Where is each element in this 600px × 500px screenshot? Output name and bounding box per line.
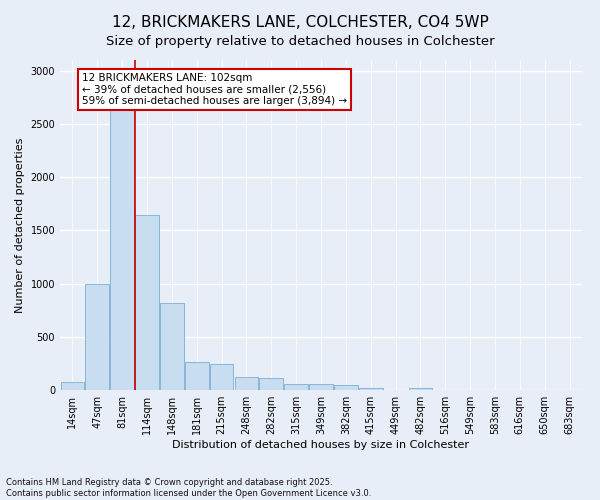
Bar — [135, 216, 159, 390]
Bar — [210, 364, 233, 390]
Bar — [334, 385, 358, 390]
Text: 12, BRICKMAKERS LANE, COLCHESTER, CO4 5WP: 12, BRICKMAKERS LANE, COLCHESTER, CO4 5W… — [112, 15, 488, 30]
Bar — [359, 388, 383, 390]
X-axis label: Distribution of detached houses by size in Colchester: Distribution of detached houses by size … — [173, 440, 470, 450]
Text: Size of property relative to detached houses in Colchester: Size of property relative to detached ho… — [106, 35, 494, 48]
Bar — [110, 73, 134, 390]
Bar — [235, 377, 258, 390]
Bar — [185, 362, 209, 390]
Bar — [309, 384, 333, 390]
Bar — [85, 284, 109, 390]
Text: 12 BRICKMAKERS LANE: 102sqm
← 39% of detached houses are smaller (2,556)
59% of : 12 BRICKMAKERS LANE: 102sqm ← 39% of det… — [82, 73, 347, 106]
Bar — [160, 302, 184, 390]
Y-axis label: Number of detached properties: Number of detached properties — [15, 138, 25, 312]
Bar — [259, 378, 283, 390]
Text: Contains HM Land Registry data © Crown copyright and database right 2025.
Contai: Contains HM Land Registry data © Crown c… — [6, 478, 371, 498]
Bar — [284, 384, 308, 390]
Bar — [409, 388, 432, 390]
Bar — [61, 382, 84, 390]
